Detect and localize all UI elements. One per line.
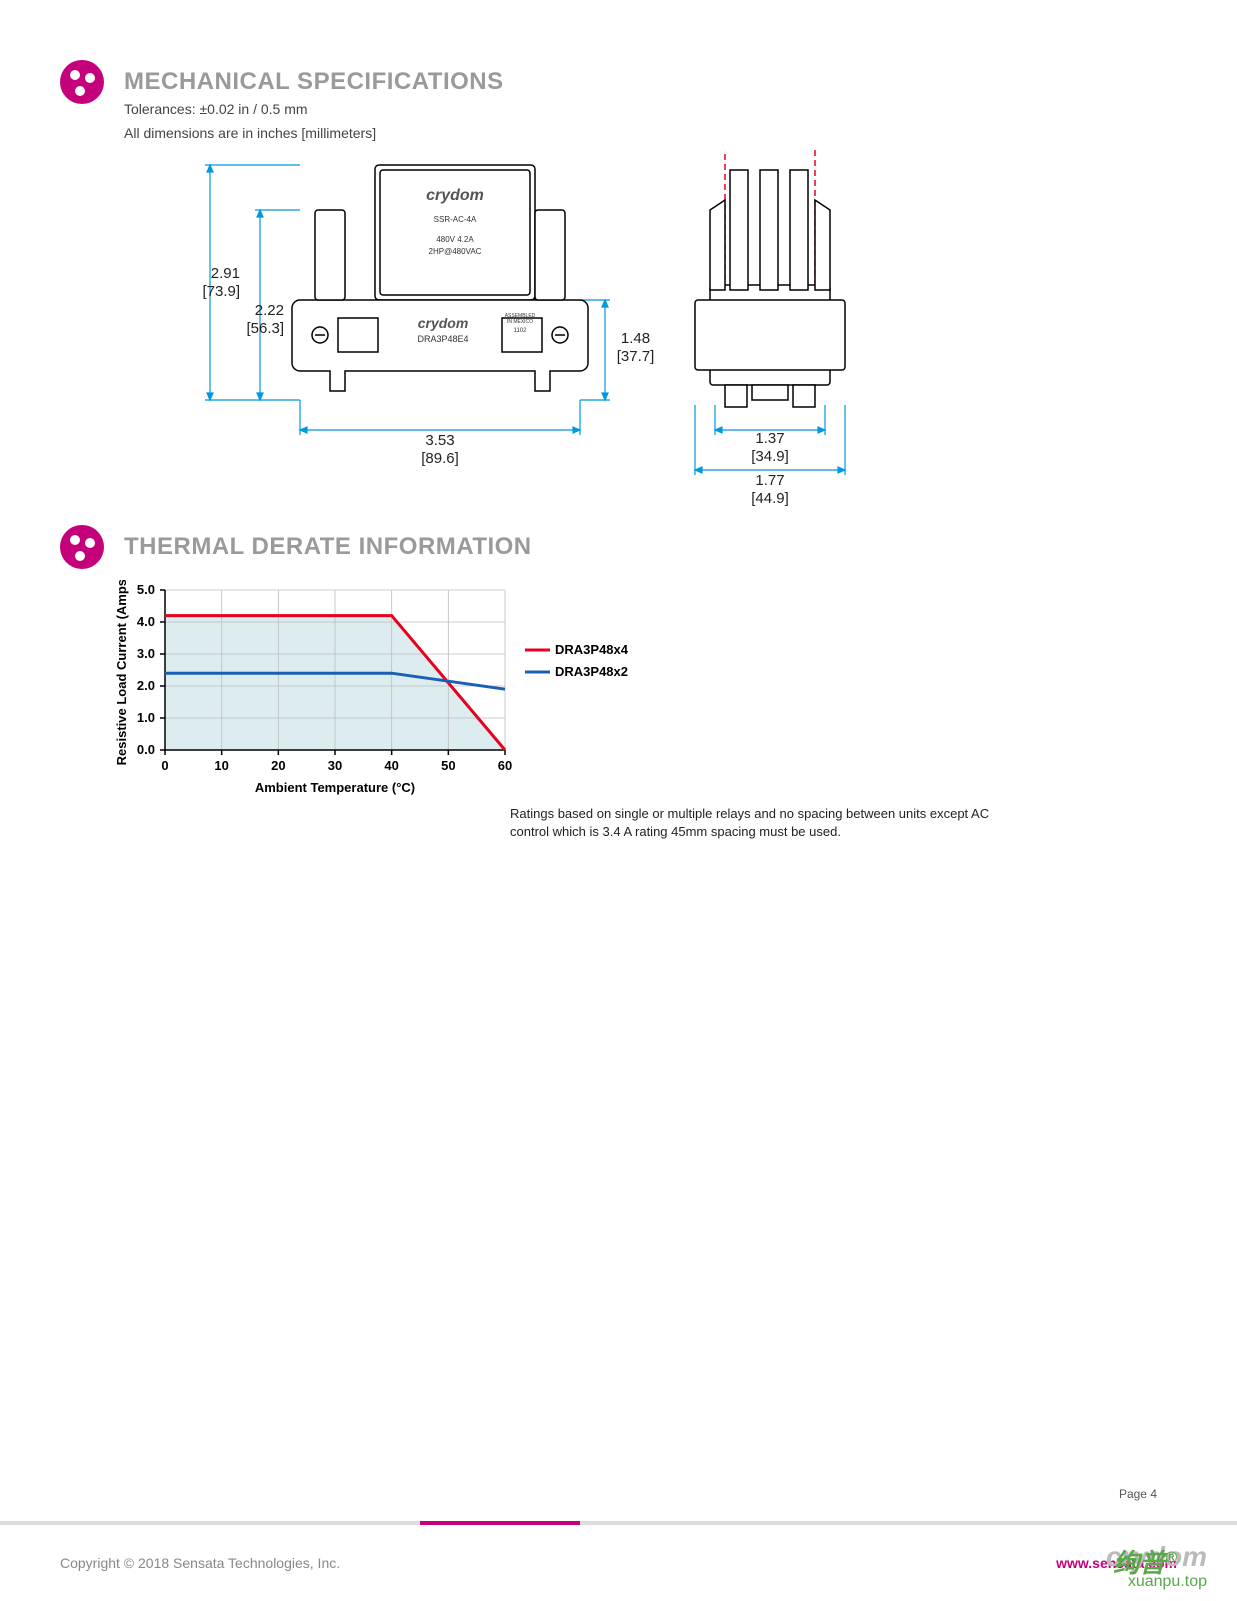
dim-w2: 1.37[34.9] bbox=[740, 430, 800, 466]
page-footer: Copyright © 2018 Sensata Technologies, I… bbox=[0, 1521, 1237, 1601]
derate-chart: 0 10 20 30 40 50 60 0.0 1.0 2.0 3.0 4.0 5.0 Ambient T… bbox=[110, 580, 630, 825]
svg-text:crydom: crydom bbox=[418, 315, 469, 331]
svg-text:Ambient Temperature (°C): Ambient Temperature (°C) bbox=[255, 780, 415, 795]
svg-text:50: 50 bbox=[441, 758, 455, 773]
dim-w3: 1.77[44.9] bbox=[740, 472, 800, 508]
mechanical-section: MECHANICAL SPECIFICATIONS Tolerances: ±0… bbox=[60, 60, 504, 143]
front-view: crydom SSR-AC-4A 480V 4.2A 2HP@480VAC cr… bbox=[205, 165, 610, 435]
svg-text:0: 0 bbox=[161, 758, 168, 773]
svg-text:Resistive Load Current (Amps): Resistive Load Current (Amps) bbox=[114, 580, 129, 765]
dim-w1: 3.53[89.6] bbox=[410, 432, 470, 468]
mechanical-drawing: crydom SSR-AC-4A 480V 4.2A 2HP@480VAC cr… bbox=[180, 150, 900, 525]
svg-text:2.0: 2.0 bbox=[137, 678, 155, 693]
svg-text:0.0: 0.0 bbox=[137, 742, 155, 757]
watermark: crydom 绚普® xuanpu.top bbox=[1106, 1541, 1207, 1591]
section-header: MECHANICAL SPECIFICATIONS Tolerances: ±0… bbox=[60, 60, 504, 143]
dim-h1: 2.91[73.9] bbox=[180, 265, 240, 301]
dim-h3: 1.48[37.7] bbox=[608, 330, 663, 366]
tolerances-text: Tolerances: ±0.02 in / 0.5 mm bbox=[124, 100, 504, 120]
model-main-label: DRA3P48E4 bbox=[417, 334, 468, 344]
page-number: Page 4 bbox=[1119, 1487, 1157, 1501]
svg-text:3.0: 3.0 bbox=[137, 646, 155, 661]
svg-text:DRA3P48x4: DRA3P48x4 bbox=[555, 642, 629, 657]
mechanical-title: MECHANICAL SPECIFICATIONS bbox=[124, 68, 504, 96]
dim-h2: 2.22[56.3] bbox=[224, 302, 284, 338]
bullet-icon bbox=[60, 525, 104, 569]
svg-text:10: 10 bbox=[214, 758, 228, 773]
svg-text:1.0: 1.0 bbox=[137, 710, 155, 725]
svg-text:5.0: 5.0 bbox=[137, 582, 155, 597]
svg-text:2HP@480VAC: 2HP@480VAC bbox=[429, 247, 482, 256]
chart-footnote: Ratings based on single or multiple rela… bbox=[510, 805, 1030, 841]
footer-accent bbox=[420, 1521, 580, 1525]
brand-logo: crydom 绚普® bbox=[1106, 1541, 1207, 1573]
svg-text:DRA3P48x2: DRA3P48x2 bbox=[555, 664, 628, 679]
svg-text:60: 60 bbox=[498, 758, 512, 773]
svg-text:1102: 1102 bbox=[514, 328, 528, 334]
section-header-2: THERMAL DERATE INFORMATION bbox=[60, 525, 532, 569]
thermal-title: THERMAL DERATE INFORMATION bbox=[124, 533, 532, 561]
brand-label-top: crydom bbox=[426, 187, 484, 204]
dimensions-note: All dimensions are in inches [millimeter… bbox=[124, 124, 504, 144]
svg-text:IN MEXICO: IN MEXICO bbox=[507, 319, 533, 325]
thermal-section: THERMAL DERATE INFORMATION bbox=[60, 525, 532, 569]
svg-text:40: 40 bbox=[384, 758, 398, 773]
svg-text:30: 30 bbox=[328, 758, 342, 773]
svg-text:480V 4.2A: 480V 4.2A bbox=[436, 235, 474, 244]
side-view: (10) bbox=[695, 150, 858, 475]
svg-text:20: 20 bbox=[271, 758, 285, 773]
svg-text:4.0: 4.0 bbox=[137, 614, 155, 629]
copyright-text: Copyright © 2018 Sensata Technologies, I… bbox=[60, 1555, 340, 1571]
watermark-cn: 绚普® bbox=[1113, 1543, 1177, 1580]
model-top-label: SSR-AC-4A bbox=[434, 215, 477, 224]
bullet-icon bbox=[60, 60, 104, 104]
